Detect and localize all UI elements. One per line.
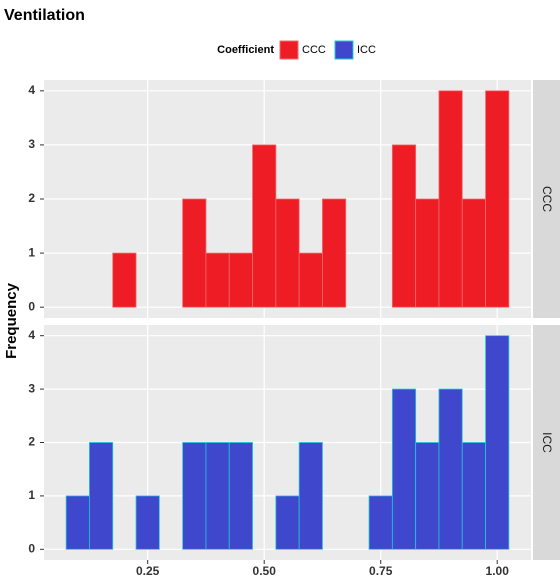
bar [438, 388, 463, 550]
bar [298, 442, 323, 550]
y-tick-label: 3 [28, 137, 35, 151]
legend-key [279, 40, 299, 60]
y-axis-label: Frequency [3, 282, 20, 359]
x-tick-label: 0.50 [253, 564, 277, 577]
bar [485, 335, 510, 550]
x-tick-label: 1.00 [486, 564, 510, 577]
bar [228, 442, 253, 550]
legend-title: Coefficient [217, 44, 274, 56]
facet-label: ICC [540, 432, 554, 453]
legend-label: ICC [357, 44, 376, 56]
y-tick-label: 4 [28, 328, 35, 342]
x-tick-label: 0.25 [136, 564, 160, 577]
y-tick-label: 4 [28, 83, 35, 97]
bar [438, 90, 463, 308]
y-tick-label: 0 [28, 299, 35, 313]
bar [112, 252, 137, 308]
y-tick-label: 3 [28, 381, 35, 395]
y-tick-label: 1 [28, 488, 35, 502]
bar [391, 388, 417, 550]
y-tick-label: 2 [28, 191, 35, 205]
bar [135, 495, 160, 550]
bar [415, 442, 440, 550]
bar [322, 198, 347, 308]
y-tick-label: 2 [28, 435, 35, 449]
bar [298, 252, 323, 308]
facet-strip [533, 80, 560, 318]
bar [205, 252, 230, 308]
bar [461, 442, 486, 550]
bar [415, 198, 440, 308]
bar [461, 198, 486, 308]
y-tick-label: 1 [28, 245, 35, 259]
bar [182, 442, 207, 550]
facet-label: CCC [540, 186, 554, 212]
bar [252, 144, 277, 308]
legend-key [334, 40, 354, 60]
chart-title: Ventilation [4, 7, 85, 24]
bar [228, 252, 253, 308]
bar [182, 198, 207, 308]
bar [275, 198, 300, 308]
bar [391, 144, 417, 308]
bar [485, 90, 510, 308]
bar [205, 442, 230, 550]
x-tick-label: 0.75 [369, 564, 393, 577]
facet-strip [533, 325, 560, 560]
bar [89, 442, 114, 550]
legend-label: CCC [302, 44, 326, 56]
bar [368, 495, 393, 550]
bar [275, 495, 300, 550]
y-tick-label: 0 [28, 541, 35, 555]
bar [65, 495, 90, 550]
